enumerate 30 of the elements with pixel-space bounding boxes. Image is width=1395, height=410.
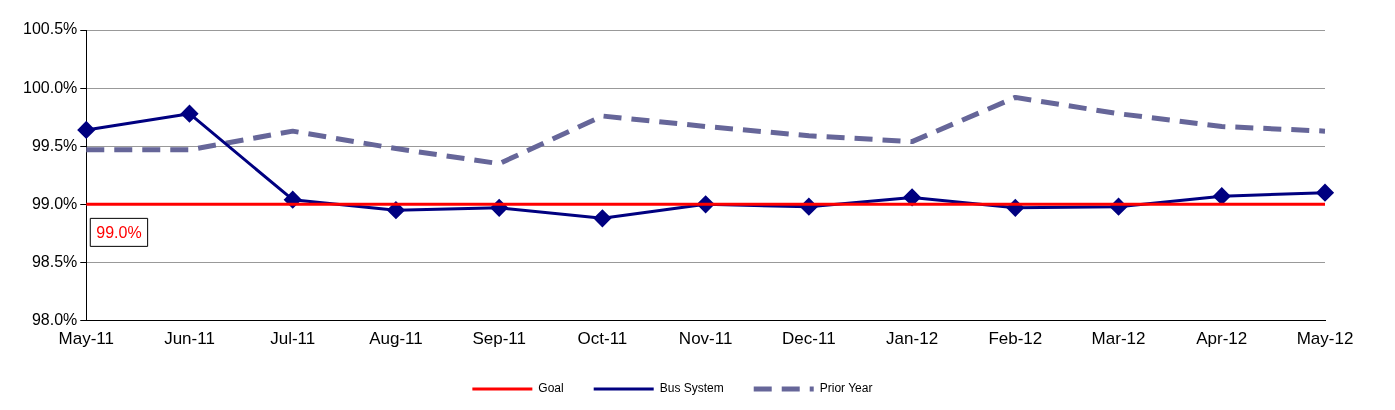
x-tick-label: Oct-11: [577, 329, 628, 349]
y-tick-label: 100.5%: [23, 20, 78, 38]
y-tick-label: 99.0%: [31, 194, 78, 212]
x-tick-label: Aug-11: [369, 329, 423, 349]
legend-label: Prior Year: [819, 381, 873, 396]
x-tick-label: Jan-12: [886, 329, 939, 349]
x-tick-label: Nov-11: [678, 329, 733, 349]
point: [1213, 187, 1231, 205]
legend-label: Goal: [538, 381, 564, 396]
point: [1316, 184, 1334, 202]
legend-label: Bus System: [659, 381, 724, 396]
y-tick-label: 98.0%: [31, 311, 78, 329]
y-tick-label: 100.0%: [23, 78, 78, 96]
point: [77, 121, 95, 139]
annotation: 99.0%: [96, 223, 142, 241]
x-tick-label: Sep-11: [472, 329, 526, 349]
point: [593, 209, 611, 227]
point: [387, 201, 405, 219]
y-tick-label: 99.5%: [31, 136, 78, 154]
x-tick-label: Jun-11: [164, 329, 215, 349]
x-tick-label: Apr-12: [1196, 329, 1248, 349]
point: [180, 105, 198, 123]
point: [903, 188, 921, 206]
x-tick-label: May-11: [58, 329, 114, 349]
x-tick-label: Feb-12: [988, 329, 1043, 349]
x-tick-label: Jul-11: [270, 329, 316, 349]
x-tick-label: May-12: [1296, 329, 1354, 349]
x-tick-label: Dec-11: [782, 329, 836, 349]
x-tick-label: Mar-12: [1091, 329, 1146, 349]
y-tick-label: 98.5%: [31, 252, 78, 270]
